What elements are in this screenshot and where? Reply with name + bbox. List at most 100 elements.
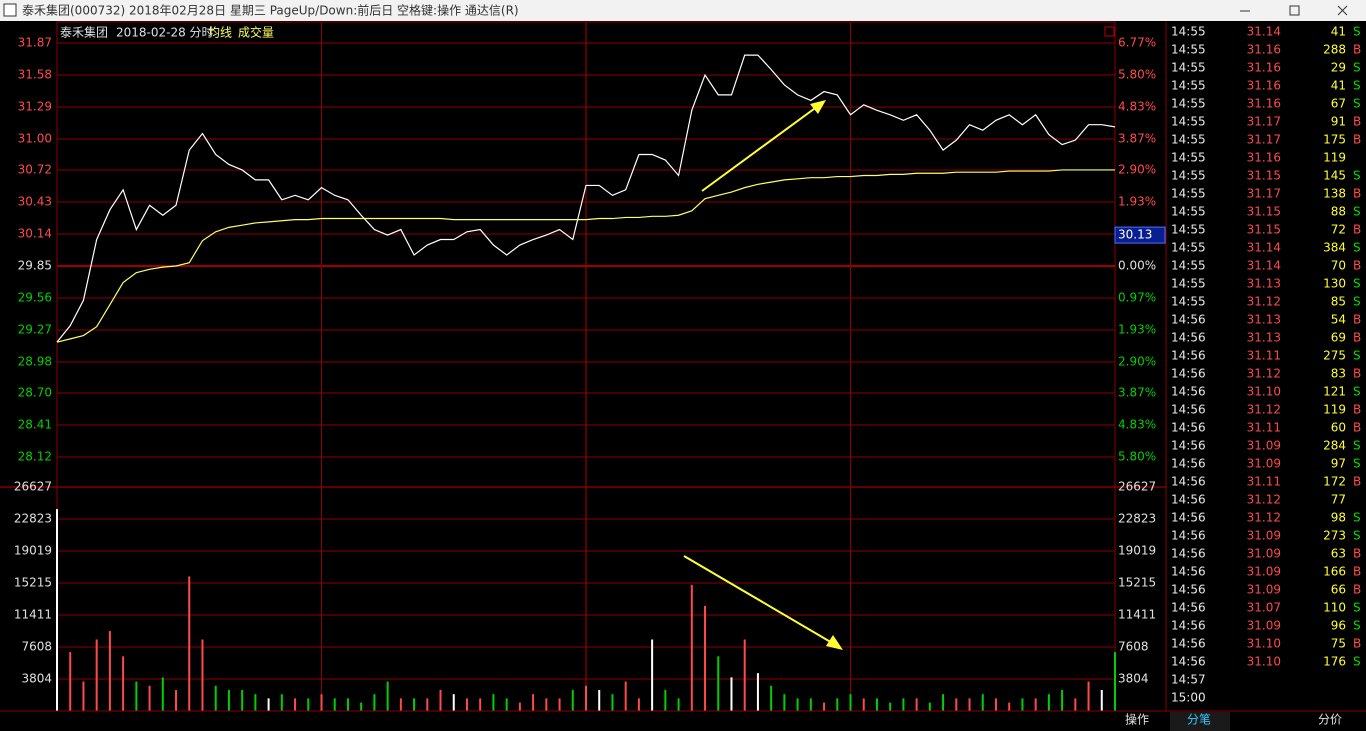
volume-bar [1114, 652, 1116, 711]
trade-time: 14:55 [1171, 259, 1206, 273]
trade-volume: 88 [1331, 205, 1346, 219]
volume-bar [241, 689, 244, 711]
trade-volume: 172 [1323, 475, 1346, 489]
trade-time: 15:00 [1171, 691, 1206, 705]
volume-bar [558, 698, 561, 711]
tab-bg [1170, 712, 1230, 731]
window-title: 泰禾集团(000732) 2018年02月28日 星期三 PageUp/Down… [22, 3, 519, 18]
tab-ticks[interactable]: 分笔 [1187, 712, 1211, 727]
y-tick-label: 30.43 [18, 194, 52, 208]
volume-bar [823, 702, 826, 711]
trade-time: 14:56 [1171, 475, 1206, 489]
volume-bar [968, 698, 971, 711]
volume-bar [201, 639, 204, 711]
trade-volume: 97 [1331, 457, 1346, 471]
bottom-bar [0, 711, 1366, 731]
trade-price: 31.16 [1247, 151, 1281, 165]
volume-bar [1047, 694, 1050, 711]
volume-bar [585, 685, 587, 711]
trade-volume: 41 [1331, 25, 1346, 39]
volume-bar [836, 698, 839, 711]
volume-bar [611, 694, 614, 711]
trade-side: S [1353, 61, 1361, 75]
trade-volume: 175 [1323, 133, 1346, 147]
trade-price: 31.17 [1247, 187, 1281, 201]
y-tick-label: 28.41 [18, 417, 52, 431]
trade-price: 31.09 [1247, 439, 1281, 453]
volume-bar [1087, 681, 1090, 711]
trade-price: 31.12 [1247, 403, 1281, 417]
volume-bar [280, 694, 283, 711]
trade-volume: 66 [1331, 583, 1346, 597]
trade-side: S [1353, 277, 1361, 291]
trade-volume: 284 [1323, 439, 1346, 453]
trade-price: 31.10 [1247, 637, 1281, 651]
trade-price: 31.12 [1247, 511, 1281, 525]
trade-side: B [1353, 187, 1361, 201]
y-tick-label: 22823 [1118, 512, 1156, 526]
price-line [56, 169, 1115, 343]
trade-time: 14:55 [1171, 241, 1206, 255]
close-button[interactable] [1337, 5, 1348, 16]
tab-operate[interactable]: 操作 [1125, 712, 1149, 727]
volume-bar [664, 689, 667, 711]
trade-time: 14:56 [1171, 601, 1206, 615]
trade-volume: 288 [1323, 43, 1346, 57]
volume-bar [465, 698, 468, 711]
trade-side: S [1353, 529, 1361, 543]
y-tick-label: 31.87 [18, 36, 52, 50]
pane-button[interactable] [1104, 26, 1115, 37]
volume-bar [942, 694, 945, 711]
trade-side: S [1353, 25, 1361, 39]
pct-label: 0.97% [1118, 291, 1156, 305]
volume-bar [783, 694, 786, 711]
trade-side: S [1353, 349, 1361, 363]
trade-price: 31.16 [1247, 97, 1281, 111]
volume-bar [849, 694, 852, 711]
y-tick-label: 19019 [1118, 544, 1156, 558]
trade-volume: 77 [1331, 493, 1346, 507]
trade-time: 14:56 [1171, 331, 1206, 345]
trade-time: 14:56 [1171, 439, 1206, 453]
volume-bar [532, 694, 535, 711]
trade-price: 31.15 [1247, 223, 1281, 237]
trade-time: 14:56 [1171, 457, 1206, 471]
trade-side: B [1353, 547, 1361, 561]
volume-bar [981, 694, 984, 711]
trade-side: B [1353, 115, 1361, 129]
volume-bar [1008, 702, 1011, 711]
trade-price: 31.17 [1247, 133, 1281, 147]
volume-bar [399, 698, 402, 711]
trade-time: 14:56 [1171, 313, 1206, 327]
arrow-head [826, 635, 843, 650]
y-tick-label: 31.00 [18, 132, 52, 146]
chart-layer: 31.87 6.77% 31.58 5.80% 31.29 4.83% 31.00 3.87%… [14, 22, 1361, 730]
y-tick-label: 29.56 [18, 291, 52, 305]
volume-bar [69, 652, 72, 711]
trade-volume: 75 [1331, 637, 1346, 651]
volume-bar [1061, 689, 1064, 711]
y-tick-label: 28.12 [18, 450, 52, 464]
trade-side: B [1353, 475, 1361, 489]
volume-bar [928, 702, 931, 711]
trade-volume: 119 [1323, 151, 1346, 165]
volume-bar [770, 685, 773, 711]
trade-price: 31.15 [1247, 169, 1281, 183]
trade-side: B [1353, 223, 1361, 237]
trade-side: S [1353, 169, 1361, 183]
restore-button[interactable] [1289, 5, 1300, 16]
volume-bar [796, 698, 799, 711]
volume-bar [386, 681, 389, 711]
volume-bar [809, 698, 812, 711]
trade-side: B [1353, 367, 1361, 381]
trade-time: 14:55 [1171, 115, 1206, 129]
trade-time: 14:55 [1171, 187, 1206, 201]
volume-bar [889, 702, 892, 711]
tab-price[interactable]: 分价 [1318, 713, 1342, 727]
trade-time: 14:55 [1171, 277, 1206, 291]
trade-time: 14:55 [1171, 133, 1206, 147]
pct-label: 4.83% [1118, 100, 1156, 114]
volume-bar [320, 694, 323, 711]
trade-price: 31.10 [1247, 385, 1281, 399]
